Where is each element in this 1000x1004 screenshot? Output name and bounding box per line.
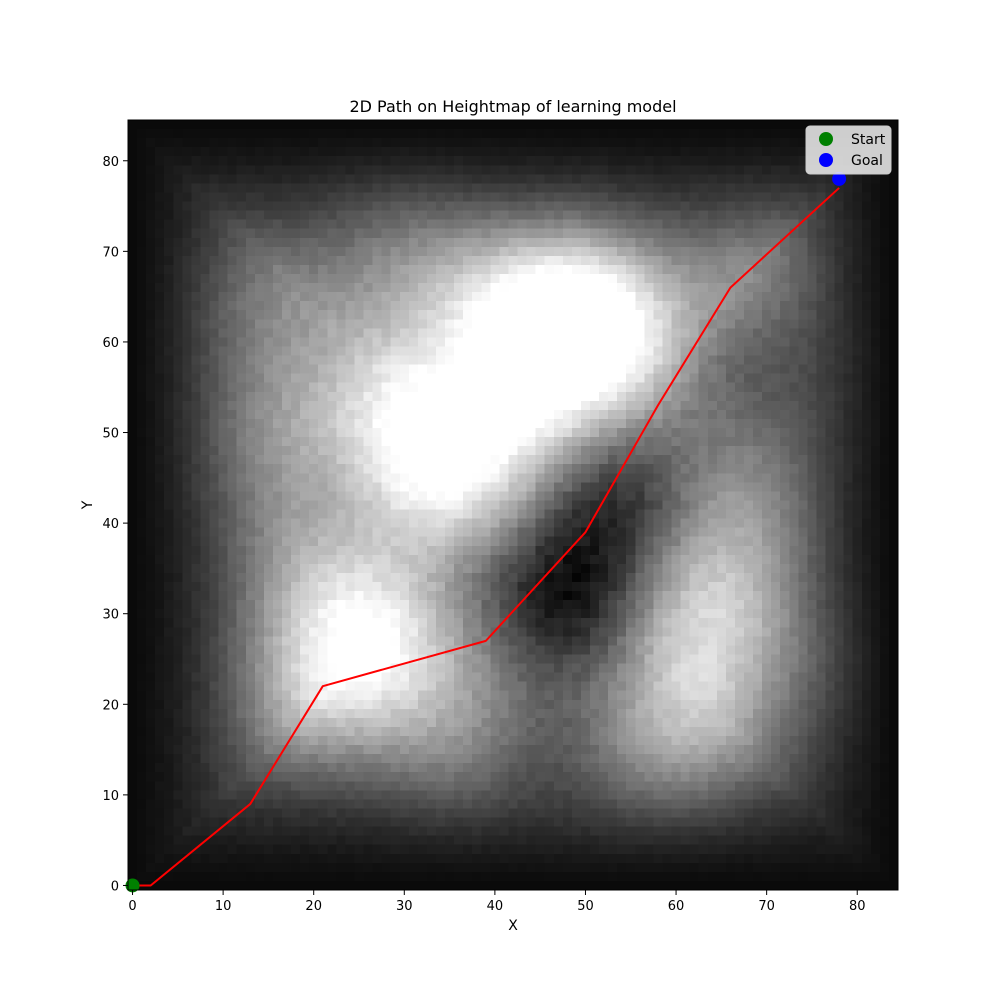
x-tick-label: 20 xyxy=(305,899,322,914)
y-tick-label: 70 xyxy=(102,245,119,260)
legend-goal-label: Goal xyxy=(851,153,883,169)
chart-title: 2D Path on Heightmap of learning model xyxy=(349,97,676,116)
legend-start-label: Start xyxy=(851,132,886,148)
marker-layer xyxy=(125,171,847,893)
y-tick-label: 60 xyxy=(102,336,119,351)
x-tick-label: 40 xyxy=(487,899,504,914)
x-axis-label: X xyxy=(508,918,518,934)
x-tick-label: 30 xyxy=(396,899,413,914)
y-axis-label: Y xyxy=(80,500,96,510)
start-marker xyxy=(125,878,140,893)
y-tick-label: 20 xyxy=(102,698,119,713)
plot-frame xyxy=(127,119,899,891)
y-tick-label: 80 xyxy=(102,155,119,170)
x-tick-label: 60 xyxy=(668,899,685,914)
x-tick-label: 10 xyxy=(215,899,232,914)
x-axis-ticks: 0 10 20 30 40 50 60 70 80 xyxy=(128,890,866,914)
path-layer xyxy=(132,187,840,887)
heightmap-image xyxy=(128,120,898,890)
y-tick-label: 10 xyxy=(102,789,119,804)
goal-marker xyxy=(832,171,847,186)
legend-goal-marker-icon xyxy=(819,153,833,167)
y-tick-label: 0 xyxy=(111,879,119,894)
y-tick-label: 50 xyxy=(102,427,119,442)
plot-area xyxy=(125,120,898,893)
y-tick-label: 30 xyxy=(102,608,119,623)
x-tick-label: 50 xyxy=(577,899,594,914)
legend-start-marker-icon xyxy=(819,132,833,146)
legend: Start Goal xyxy=(805,125,892,175)
y-axis-ticks: 0 10 20 30 40 50 60 70 80 xyxy=(102,155,128,894)
path-line xyxy=(132,187,840,887)
x-tick-label: 80 xyxy=(849,899,866,914)
y-tick-label: 40 xyxy=(102,517,119,532)
x-tick-label: 0 xyxy=(128,899,136,914)
x-tick-label: 70 xyxy=(758,899,775,914)
